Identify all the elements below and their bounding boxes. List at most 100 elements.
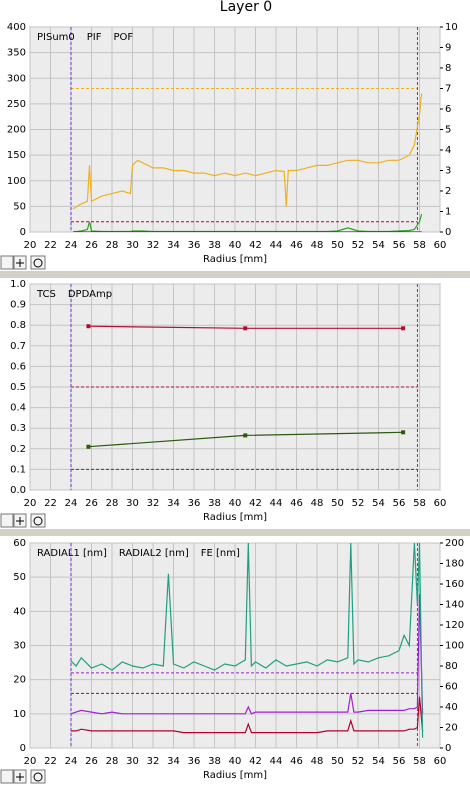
series-line: [70, 543, 424, 738]
x-tick-label: 24: [65, 756, 78, 767]
marker: [243, 326, 248, 331]
y2-tick-label: 20: [445, 723, 458, 734]
x-tick-label: 48: [311, 756, 324, 767]
y-tick-label: 1.0: [10, 279, 26, 290]
hand-icon: [33, 258, 43, 268]
x-tick-label: 48: [311, 498, 324, 509]
x-tick-label: 48: [311, 240, 324, 251]
legend-entry: PIF: [87, 32, 102, 43]
x-tick-label: 40: [229, 756, 242, 767]
marker: [86, 324, 91, 329]
x-tick-label: 46: [290, 498, 303, 509]
x-tick-label: 38: [208, 498, 221, 509]
y2-tick-label: 200: [445, 538, 464, 549]
x-tick-label: 42: [249, 240, 262, 251]
x-tick-label: 44: [270, 498, 283, 509]
y2-tick-label: 80: [445, 661, 458, 672]
y-tick-label: 0.2: [10, 444, 26, 455]
x-tick-label: 22: [44, 240, 57, 251]
x-tick-label: 54: [372, 498, 385, 509]
x-tick-label: 60: [434, 756, 447, 767]
x-tick-label: 34: [167, 756, 180, 767]
y-tick-label: 0.9: [10, 300, 26, 311]
x-tick-label: 32: [147, 498, 160, 509]
x-axis-label: Radius [mm]: [203, 512, 267, 523]
legend-entry: POF: [114, 32, 134, 43]
x-tick-label: 26: [85, 498, 98, 509]
y-tick-label: 0.6: [10, 361, 26, 372]
y2-tick-label: 6: [445, 104, 451, 115]
y2-tick-label: 120: [445, 620, 464, 631]
x-tick-label: 50: [331, 240, 344, 251]
x-tick-label: 46: [290, 756, 303, 767]
legend-entry: TCS: [36, 289, 56, 300]
x-tick-label: 30: [126, 240, 139, 251]
splitter[interactable]: [0, 529, 470, 536]
y2-tick-label: 140: [445, 600, 464, 611]
x-tick-label: 58: [413, 498, 426, 509]
x-tick-label: 40: [229, 240, 242, 251]
x-tick-label: 44: [270, 756, 283, 767]
cross-icon: [16, 259, 24, 267]
x-tick-label: 36: [188, 498, 201, 509]
legend-entry: RADIAL2 [nm]: [119, 548, 189, 559]
chart-title: Layer 0: [220, 0, 272, 15]
y-tick-label: 0.0: [10, 485, 26, 496]
legend-entry: DPDAmp: [68, 289, 112, 300]
zoom-button[interactable]: [0, 513, 14, 528]
series-line: [70, 594, 424, 715]
x-tick-label: 58: [413, 240, 426, 251]
splitter[interactable]: [0, 271, 470, 278]
x-axis-label: Radius [mm]: [203, 770, 267, 781]
zoom-button[interactable]: [0, 255, 14, 270]
x-tick-label: 34: [167, 498, 180, 509]
y-tick-label: 20: [13, 675, 26, 686]
x-tick-label: 28: [106, 756, 119, 767]
cross-icon: [16, 773, 24, 781]
y2-tick-label: 5: [445, 125, 451, 136]
zoom-button[interactable]: [0, 769, 14, 784]
y2-tick-label: 9: [445, 43, 451, 54]
x-tick-label: 36: [188, 756, 201, 767]
toolbar: [0, 513, 46, 528]
x-tick-label: 36: [188, 240, 201, 251]
y2-tick-label: 2: [445, 186, 451, 197]
y-tick-label: 50: [13, 201, 26, 212]
x-tick-label: 42: [249, 498, 262, 509]
x-tick-label: 24: [65, 240, 78, 251]
x-tick-label: 26: [85, 240, 98, 251]
toolbar: [0, 769, 46, 784]
x-tick-label: 40: [229, 498, 242, 509]
y2-tick-label: 10: [445, 22, 458, 33]
y-tick-label: 0: [20, 743, 26, 754]
x-tick-label: 52: [352, 756, 365, 767]
y-tick-label: 10: [13, 709, 26, 720]
y-tick-label: 60: [13, 538, 26, 549]
x-axis-label: Radius [mm]: [203, 254, 267, 265]
x-tick-label: 42: [249, 756, 262, 767]
x-tick-label: 20: [24, 240, 37, 251]
marker: [243, 433, 248, 438]
x-tick-label: 54: [372, 240, 385, 251]
x-tick-label: 32: [147, 240, 160, 251]
x-tick-label: 46: [290, 240, 303, 251]
toolbar: [0, 255, 46, 270]
x-tick-label: 56: [393, 498, 406, 509]
marker: [86, 444, 91, 449]
y2-tick-label: 7: [445, 84, 451, 95]
x-tick-label: 60: [434, 240, 447, 251]
marker: [401, 326, 406, 331]
y-tick-label: 100: [7, 176, 26, 187]
y2-tick-label: 0: [445, 227, 451, 238]
x-tick-label: 38: [208, 240, 221, 251]
y-tick-label: 250: [7, 99, 26, 110]
y2-tick-label: 3: [445, 166, 451, 177]
cross-icon: [16, 517, 24, 525]
y-tick-label: 0: [20, 227, 26, 238]
x-tick-label: 60: [434, 498, 447, 509]
y-tick-label: 200: [7, 125, 26, 136]
hand-icon: [33, 772, 43, 782]
y2-tick-label: 160: [445, 579, 464, 590]
y-tick-label: 50: [13, 572, 26, 583]
